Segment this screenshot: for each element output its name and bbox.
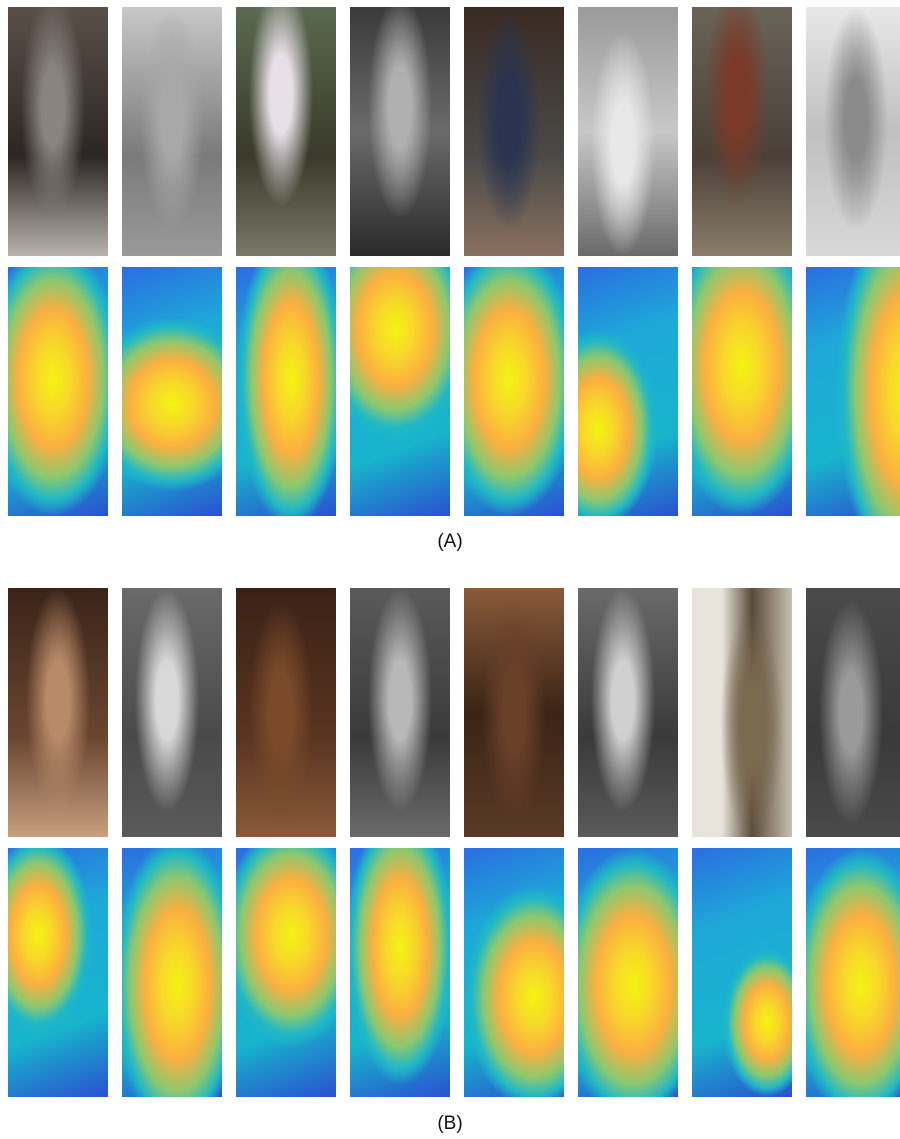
heatmap xyxy=(692,267,792,516)
heatmap xyxy=(464,267,564,516)
heatmap xyxy=(350,267,450,516)
photo xyxy=(578,588,678,837)
photo xyxy=(8,588,108,837)
photo xyxy=(122,588,222,837)
panel-label: (A) xyxy=(0,531,900,553)
heatmap xyxy=(236,848,336,1097)
photo xyxy=(464,7,564,256)
heatmap xyxy=(806,848,900,1097)
heatmap xyxy=(806,267,900,516)
figure: (A) (B) xyxy=(0,0,900,1139)
heatmap xyxy=(8,267,108,516)
panel-label: (B) xyxy=(0,1113,900,1135)
photo xyxy=(236,7,336,256)
photo xyxy=(236,588,336,837)
heatmap xyxy=(578,267,678,516)
photo xyxy=(806,588,900,837)
photo xyxy=(464,588,564,837)
heatmap xyxy=(8,848,108,1097)
heatmap xyxy=(464,848,564,1097)
photo xyxy=(350,588,450,837)
photo xyxy=(692,588,792,837)
photo xyxy=(350,7,450,256)
heatmap xyxy=(122,267,222,516)
heatmap xyxy=(236,267,336,516)
photo xyxy=(578,7,678,256)
heatmap xyxy=(578,848,678,1097)
photo xyxy=(8,7,108,256)
photo xyxy=(692,7,792,256)
heatmap xyxy=(692,848,792,1097)
heatmap xyxy=(122,848,222,1097)
photo xyxy=(806,7,900,256)
photo xyxy=(122,7,222,256)
heatmap xyxy=(350,848,450,1097)
